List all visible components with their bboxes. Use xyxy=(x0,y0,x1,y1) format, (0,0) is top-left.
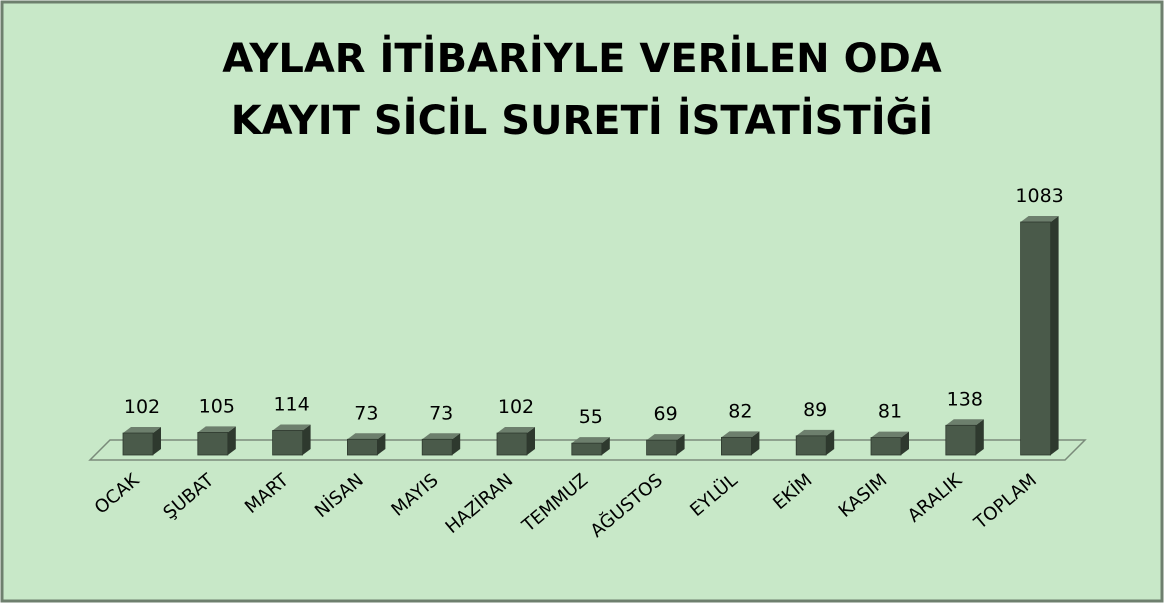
bar xyxy=(197,432,229,456)
data-label: 105 xyxy=(199,395,235,417)
bar xyxy=(346,438,378,456)
bar xyxy=(870,437,902,456)
chart-title: AYLAR İTİBARİYLE VERİLEN ODA xyxy=(222,34,942,82)
bar-side xyxy=(153,427,161,455)
bar xyxy=(122,432,154,456)
bar-top xyxy=(1020,216,1059,222)
data-label: 89 xyxy=(803,399,827,421)
data-label: 1083 xyxy=(1015,185,1063,207)
bar-side xyxy=(601,437,610,455)
bar-top xyxy=(347,433,386,440)
bar-side xyxy=(377,433,386,455)
data-label: 69 xyxy=(654,403,678,425)
bar xyxy=(721,436,752,456)
bar xyxy=(1020,221,1051,456)
bar xyxy=(945,424,977,456)
bar-top xyxy=(646,434,685,441)
bar xyxy=(496,432,528,456)
bar-top xyxy=(571,437,610,444)
bar-top xyxy=(197,426,236,433)
bar xyxy=(571,442,603,456)
data-label: 114 xyxy=(273,393,309,415)
bar-top xyxy=(721,431,760,438)
data-label: 102 xyxy=(124,396,160,418)
bar-top xyxy=(422,433,461,440)
data-label: 102 xyxy=(498,396,534,418)
bar-top xyxy=(272,424,311,431)
bar-side xyxy=(676,434,685,455)
bar-top xyxy=(871,431,909,438)
bar-side xyxy=(975,419,984,455)
bar-side xyxy=(227,426,236,455)
bar-top xyxy=(945,419,984,426)
data-label: 138 xyxy=(947,388,983,410)
bar-side xyxy=(826,429,835,455)
chart-title: KAYIT SİCİL SURETİ İSTATİSTİĞİ xyxy=(231,96,934,144)
data-label: 55 xyxy=(579,406,603,428)
bar-side xyxy=(302,424,311,455)
bar-side xyxy=(1050,216,1059,455)
bar xyxy=(272,430,304,456)
bar xyxy=(646,439,677,456)
data-label: 81 xyxy=(878,401,902,423)
bar-side xyxy=(527,427,535,455)
bar-top xyxy=(796,429,835,436)
bar-side xyxy=(901,431,909,455)
bar xyxy=(421,438,453,456)
bar-top xyxy=(123,427,161,434)
bar-top xyxy=(497,427,535,434)
data-label: 73 xyxy=(354,402,378,424)
data-label: 73 xyxy=(429,402,453,424)
bar xyxy=(795,435,827,456)
bar-side xyxy=(452,433,461,455)
bar-side xyxy=(751,431,760,455)
data-label: 82 xyxy=(728,400,752,422)
